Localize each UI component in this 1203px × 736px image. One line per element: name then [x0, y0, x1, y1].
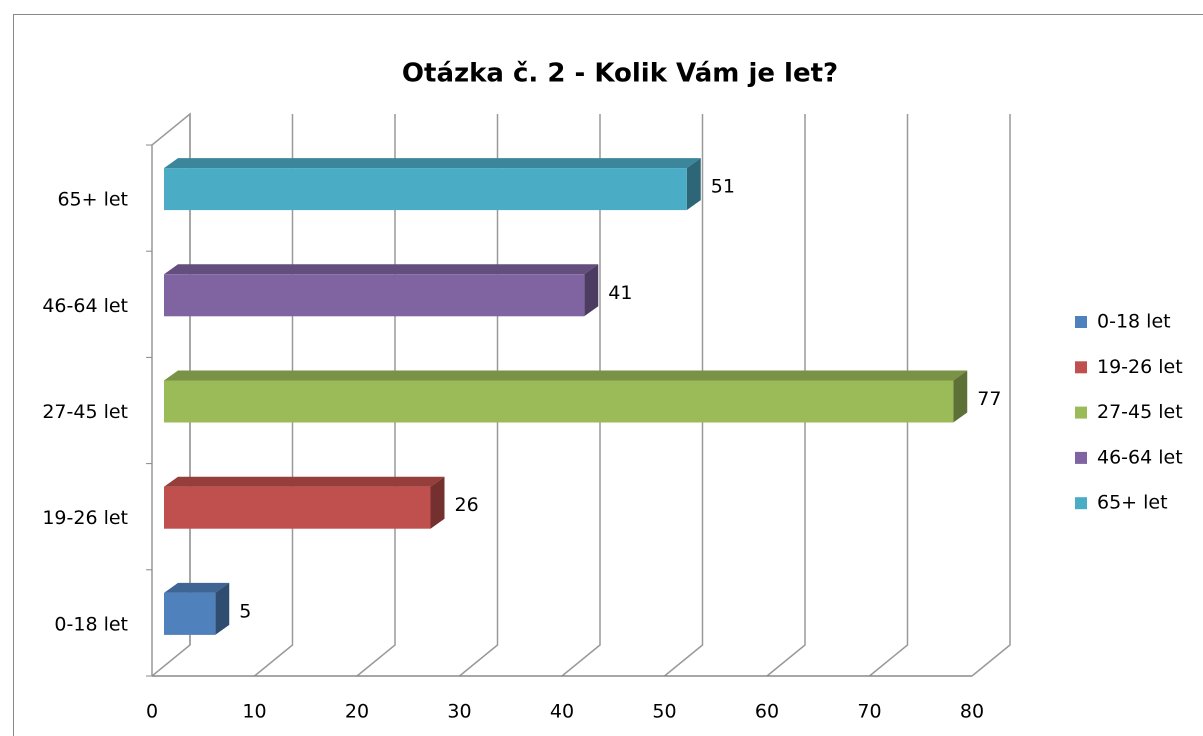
- bar: [164, 370, 968, 423]
- bar: [164, 158, 701, 211]
- bar-top: [164, 476, 445, 487]
- legend-label: 27-45 let: [1097, 401, 1183, 423]
- grid-line: [869, 114, 909, 677]
- value-label: 26: [455, 494, 479, 516]
- x-tick-label: 0: [146, 701, 158, 723]
- bar-front: [164, 486, 431, 529]
- bar: [164, 476, 445, 529]
- value-label: 77: [977, 388, 1001, 410]
- bar: [164, 264, 599, 317]
- bar-top: [164, 264, 599, 275]
- legend-swatch: [1075, 451, 1087, 464]
- chart-title: Otázka č. 2 - Kolik Vám je let?: [402, 59, 838, 89]
- x-tick-label: 40: [550, 701, 574, 723]
- x-tick-label: 10: [242, 701, 266, 723]
- x-tick-label: 30: [447, 701, 471, 723]
- legend-label: 65+ let: [1097, 492, 1168, 514]
- bar-side: [430, 476, 445, 529]
- grid-line: [971, 114, 1011, 677]
- legend-label: 0-18 let: [1097, 311, 1171, 333]
- x-tick-label: 80: [960, 701, 984, 723]
- grid-line: [766, 114, 806, 677]
- bar-side: [953, 370, 968, 423]
- bar-front: [164, 168, 687, 211]
- y-tick-label: 65+ let: [57, 189, 128, 211]
- bar-top: [164, 582, 230, 593]
- bar-side: [686, 158, 701, 211]
- value-label: 41: [608, 282, 632, 304]
- legend-label: 19-26 let: [1097, 356, 1183, 378]
- legend-swatch: [1075, 361, 1087, 374]
- legend-label: 46-64 let: [1097, 446, 1183, 468]
- x-tick-label: 70: [857, 701, 881, 723]
- bar-front: [164, 592, 216, 635]
- grid-line: [664, 114, 704, 677]
- bar-front: [164, 274, 585, 317]
- grid-line: [561, 114, 601, 677]
- legend-swatch: [1075, 316, 1087, 328]
- x-tick-label: 20: [345, 701, 369, 723]
- bar-side: [215, 582, 230, 635]
- legend-swatch: [1075, 406, 1087, 419]
- value-label: 51: [711, 176, 735, 198]
- y-tick-label: 0-18 let: [54, 613, 128, 635]
- bar-side: [584, 264, 599, 317]
- bar-front: [164, 380, 954, 423]
- x-tick-label: 50: [652, 701, 676, 723]
- legend-swatch: [1075, 497, 1087, 510]
- value-label: 5: [239, 600, 251, 622]
- y-tick-label: 46-64 let: [42, 295, 128, 317]
- bar: [164, 582, 230, 635]
- y-tick-label: 27-45 let: [42, 401, 128, 423]
- bar-top: [164, 370, 968, 381]
- bar-top: [164, 158, 701, 169]
- y-tick-label: 19-26 let: [42, 507, 128, 529]
- x-tick-label: 60: [755, 701, 779, 723]
